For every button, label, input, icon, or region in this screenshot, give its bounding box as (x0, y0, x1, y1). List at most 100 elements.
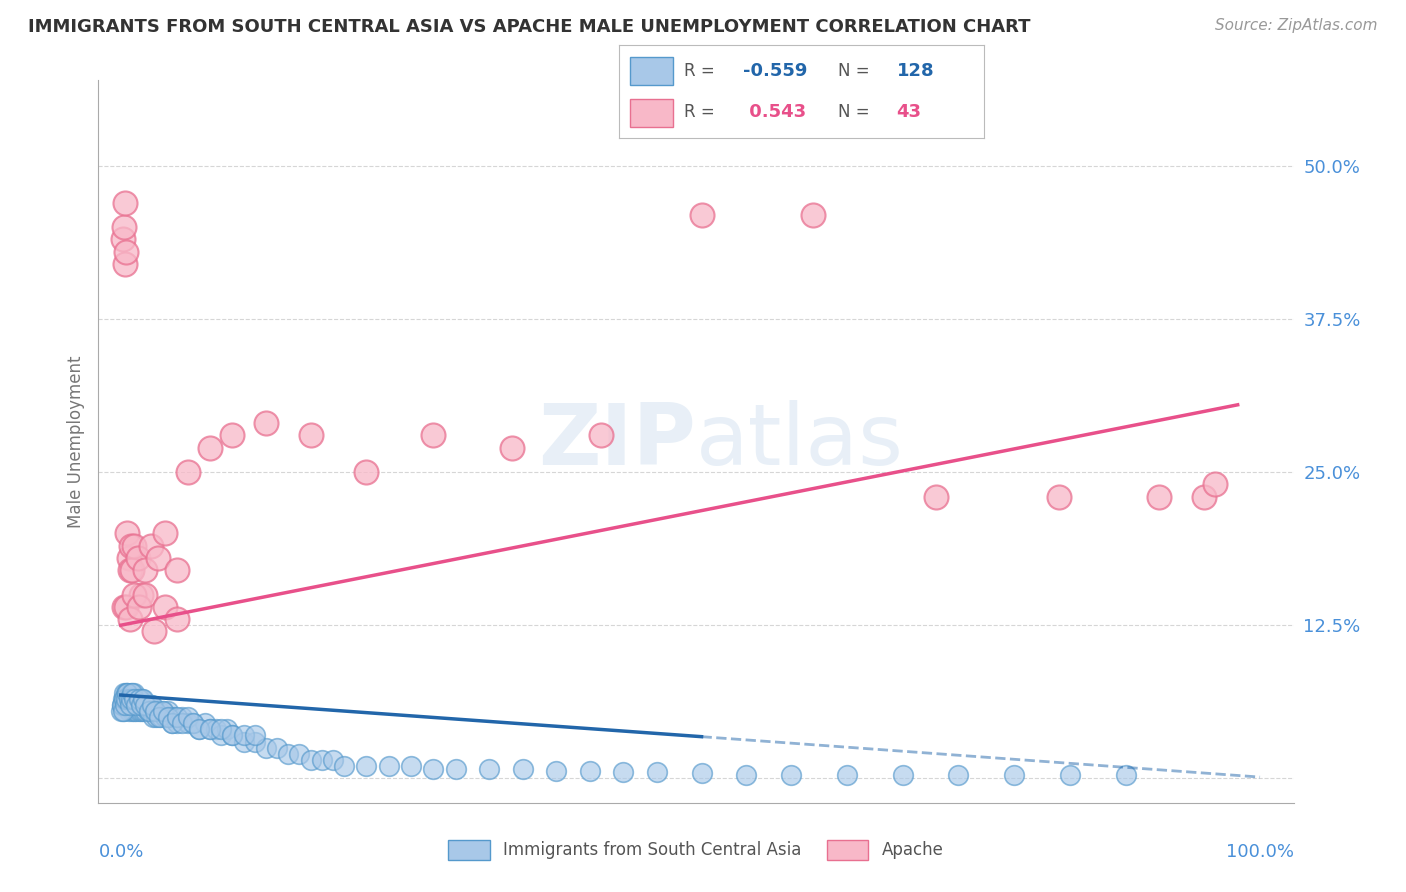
Point (277, 747, 299, 761)
Legend: Immigrants from South Central Asia, Apache: Immigrants from South Central Asia, Apac… (441, 833, 950, 867)
Point (128, 698, 150, 712)
Point (1115, 767, 1137, 781)
Point (114, 257, 136, 271)
Point (501, 441, 523, 455)
Text: 128: 128 (897, 62, 934, 79)
Point (129, 588, 152, 602)
Point (444, 762, 467, 776)
Point (163, 710, 186, 724)
Point (149, 710, 172, 724)
Point (134, 698, 156, 712)
Point (139, 698, 162, 712)
Point (121, 685, 143, 699)
Point (122, 698, 145, 712)
Text: R =: R = (685, 103, 720, 121)
Point (141, 698, 163, 712)
Point (399, 759, 422, 773)
Point (690, 208, 713, 222)
Point (589, 428, 612, 442)
Point (690, 766, 713, 780)
Point (127, 698, 149, 712)
Point (115, 244, 138, 259)
Point (128, 691, 150, 706)
Text: 0.0%: 0.0% (98, 843, 143, 861)
Point (131, 691, 153, 706)
Point (139, 704, 162, 718)
Point (1192, 490, 1215, 504)
Point (221, 728, 243, 742)
Point (187, 723, 209, 737)
Point (114, 691, 136, 706)
Point (122, 539, 145, 553)
Point (117, 698, 139, 712)
Point (139, 539, 162, 553)
Text: atlas: atlas (696, 400, 904, 483)
Point (1204, 477, 1226, 491)
Point (187, 723, 209, 737)
Point (134, 704, 156, 718)
Point (117, 691, 139, 706)
Point (111, 704, 134, 718)
Point (198, 441, 221, 455)
Point (115, 685, 138, 699)
Point (120, 698, 142, 712)
Point (1059, 767, 1081, 781)
Point (143, 624, 166, 639)
Point (166, 612, 188, 626)
Text: N =: N = (838, 62, 875, 79)
Point (299, 753, 322, 767)
Point (215, 723, 238, 737)
Point (118, 612, 141, 626)
Point (145, 704, 167, 718)
Point (129, 704, 152, 718)
Point (114, 195, 136, 210)
Text: -0.559: -0.559 (742, 62, 807, 79)
Point (136, 704, 159, 718)
Point (148, 704, 170, 718)
Point (125, 704, 148, 718)
Point (115, 599, 138, 614)
Point (156, 704, 179, 718)
Point (121, 691, 143, 706)
Point (135, 698, 157, 712)
Point (129, 698, 152, 712)
Point (1149, 490, 1171, 504)
Text: IMMIGRANTS FROM SOUTH CENTRAL ASIA VS APACHE MALE UNEMPLOYMENT CORRELATION CHART: IMMIGRANTS FROM SOUTH CENTRAL ASIA VS AP… (28, 18, 1031, 36)
Point (177, 465, 200, 479)
Text: 0.543: 0.543 (742, 103, 806, 121)
Point (114, 698, 136, 712)
Bar (630, 99, 673, 127)
Point (117, 691, 139, 706)
Point (115, 691, 138, 706)
Point (166, 563, 188, 577)
Point (204, 723, 226, 737)
Point (111, 698, 134, 712)
Point (801, 208, 824, 222)
Point (221, 728, 243, 742)
Text: 100.0%: 100.0% (1226, 843, 1294, 861)
Point (114, 698, 136, 712)
Point (146, 550, 169, 565)
Point (124, 691, 146, 706)
Point (129, 698, 152, 712)
Point (155, 599, 177, 614)
Point (132, 691, 155, 706)
Point (138, 704, 160, 718)
Point (121, 704, 143, 718)
Point (120, 539, 142, 553)
Point (142, 710, 165, 724)
Text: R =: R = (685, 62, 720, 79)
Point (166, 710, 188, 724)
Point (122, 588, 145, 602)
Point (232, 728, 254, 742)
Point (948, 767, 970, 781)
Point (141, 704, 163, 718)
Point (112, 685, 135, 699)
Point (124, 698, 146, 712)
Point (243, 728, 266, 742)
Point (118, 691, 141, 706)
Point (160, 716, 183, 731)
Point (132, 704, 155, 718)
Point (112, 704, 135, 718)
Text: Source: ZipAtlas.com: Source: ZipAtlas.com (1215, 18, 1378, 33)
